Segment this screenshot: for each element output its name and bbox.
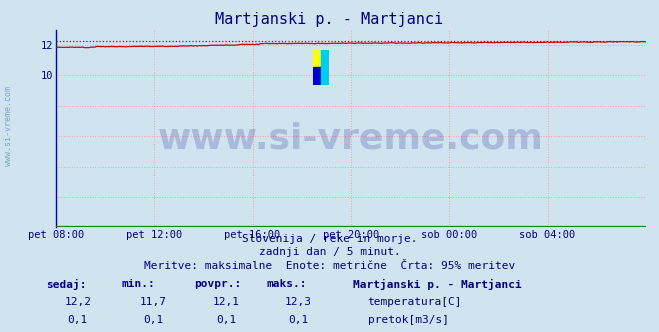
Text: 12,2: 12,2	[65, 297, 91, 307]
Bar	[321, 49, 329, 67]
Text: 0,1: 0,1	[216, 315, 236, 325]
Text: zadnji dan / 5 minut.: zadnji dan / 5 minut.	[258, 247, 401, 257]
Text: www.si-vreme.com: www.si-vreme.com	[4, 86, 13, 166]
Text: Slovenija / reke in morje.: Slovenija / reke in morje.	[242, 234, 417, 244]
Text: 12,1: 12,1	[213, 297, 239, 307]
Text: 0,1: 0,1	[289, 315, 308, 325]
Text: pretok[m3/s]: pretok[m3/s]	[368, 315, 449, 325]
Text: min.:: min.:	[122, 279, 156, 289]
Text: maks.:: maks.:	[267, 279, 307, 289]
Text: 0,1: 0,1	[144, 315, 163, 325]
Bar	[312, 49, 321, 67]
Bar	[321, 67, 329, 85]
Text: temperatura[C]: temperatura[C]	[368, 297, 462, 307]
Text: www.si-vreme.com: www.si-vreme.com	[158, 122, 544, 155]
Text: sedaj:: sedaj:	[46, 279, 86, 290]
Bar	[312, 67, 321, 85]
Text: Martjanski p. - Martjanci: Martjanski p. - Martjanci	[215, 12, 444, 27]
Text: Meritve: maksimalne  Enote: metrične  Črta: 95% meritev: Meritve: maksimalne Enote: metrične Črta…	[144, 261, 515, 271]
Text: 0,1: 0,1	[68, 315, 88, 325]
Text: 12,3: 12,3	[285, 297, 312, 307]
Text: 11,7: 11,7	[140, 297, 167, 307]
Text: Martjanski p. - Martjanci: Martjanski p. - Martjanci	[353, 279, 521, 290]
Text: povpr.:: povpr.:	[194, 279, 242, 289]
